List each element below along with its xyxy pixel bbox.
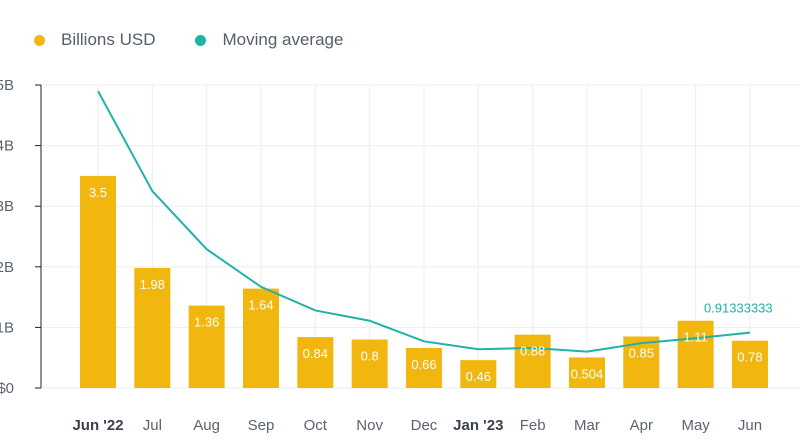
- bar-value-label: 1.64: [248, 298, 273, 313]
- y-tick-label: $2B: [0, 259, 14, 276]
- y-tick-label: $1B: [0, 319, 14, 336]
- moving-average-end-label: 0.91333333: [704, 301, 773, 316]
- moving-average-line: [97, 90, 751, 353]
- chart-legend: Billions USD Moving average: [34, 30, 343, 50]
- bar: [134, 268, 171, 388]
- x-tick-label: Aug: [193, 417, 220, 434]
- bar-value-label: 0.46: [466, 369, 491, 384]
- x-tick-label: Oct: [304, 417, 328, 434]
- bar-value-label: 0.78: [737, 350, 762, 365]
- bar: [242, 288, 279, 388]
- bar: [405, 348, 442, 388]
- x-tick-label: Jan '23: [453, 417, 503, 434]
- legend-line-label: Moving average: [222, 30, 344, 49]
- bar: [80, 175, 116, 388]
- bar-value-label: 0.85: [629, 345, 654, 360]
- bar-value-label: 0.88: [520, 344, 545, 359]
- x-tick-label: Dec: [411, 417, 438, 434]
- x-tick-label: Jun: [738, 417, 762, 434]
- bar: [351, 339, 388, 388]
- bar-value-label: 3.5: [89, 185, 107, 200]
- bar: [460, 360, 497, 388]
- x-tick-label: Nov: [356, 417, 383, 434]
- bar-value-label: 0.504: [571, 366, 604, 381]
- bar-value-label: 1.98: [140, 277, 165, 292]
- bar: [677, 320, 714, 388]
- x-tick-label: Apr: [630, 417, 653, 434]
- x-tick-label: May: [681, 417, 710, 434]
- x-tick-label: Sep: [248, 417, 275, 434]
- x-tick-label: Feb: [520, 417, 546, 434]
- legend-line-swatch: [195, 34, 207, 46]
- bar: [297, 337, 334, 388]
- bar: [514, 334, 551, 388]
- bar-value-label: 1.36: [194, 315, 219, 330]
- x-tick-label: Mar: [574, 417, 600, 434]
- legend-item-line[interactable]: Moving average: [195, 30, 343, 50]
- bar: [731, 340, 768, 388]
- y-tick-label: $0: [0, 380, 14, 397]
- legend-bars-label: Billions USD: [61, 30, 156, 49]
- legend-item-bars[interactable]: Billions USD: [34, 30, 155, 50]
- x-tick-label: Jul: [143, 417, 162, 434]
- y-tick-label: $5B: [0, 77, 14, 94]
- bar-value-label: 0.8: [361, 349, 379, 364]
- x-tick-label: Jun '22: [72, 417, 123, 434]
- legend-bars-swatch: [34, 34, 45, 46]
- bar-value-label: 0.66: [411, 357, 436, 372]
- bar: [568, 357, 605, 388]
- bar: [188, 305, 225, 388]
- bar-value-label: 0.84: [303, 346, 328, 361]
- y-tick-label: $4B: [0, 138, 14, 155]
- y-tick-label: $3B: [0, 198, 14, 215]
- bar-value-label: 1.11: [683, 330, 707, 345]
